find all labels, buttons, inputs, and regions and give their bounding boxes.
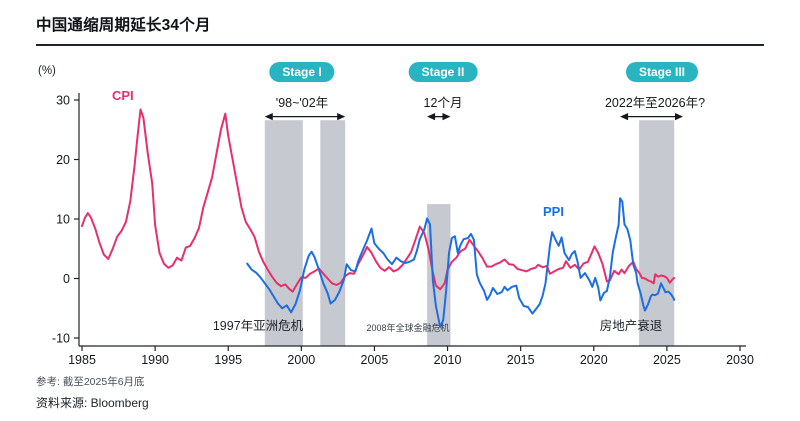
x-tick-label: 1995	[214, 353, 242, 367]
stage2-badge: Stage II	[408, 62, 478, 82]
x-tick-label: 2000	[287, 353, 315, 367]
stage-arrow-head-right	[337, 113, 346, 121]
deflation-band	[320, 120, 346, 346]
ppi-line	[246, 197, 676, 329]
y-tick-label: -10	[52, 332, 70, 346]
footer-reference: 参考: 截至2025年6月底	[36, 376, 145, 388]
stage-arrow-head-left	[264, 113, 273, 121]
stage-arrow-head-left	[427, 113, 436, 121]
cpi-line	[81, 108, 676, 293]
ppi-series-label: PPI	[543, 204, 564, 219]
stage2-range-label: 12个月	[423, 96, 463, 110]
y-axis-unit-label: (%)	[38, 65, 56, 77]
x-tick-label: 2005	[361, 353, 389, 367]
y-tick-label: 10	[56, 213, 70, 227]
y-tick-label: 20	[56, 153, 70, 167]
x-tick-label: 2010	[434, 353, 462, 367]
stage3-range-label: 2022年至2026年?	[604, 96, 706, 110]
x-tick-label: 2015	[507, 353, 535, 367]
deflation-band	[639, 120, 675, 346]
cpi-series-label: CPI	[112, 88, 134, 103]
annotation-property-recession: 房地产衰退	[599, 319, 663, 333]
x-tick-label: 2020	[580, 353, 608, 367]
stage1-badge: Stage I	[269, 62, 335, 82]
x-tick-label: 2030	[726, 353, 754, 367]
stage3-badge: Stage III	[625, 62, 699, 82]
annotation-asian-crisis: 1997年亚洲危机	[212, 319, 304, 333]
annotation-gfc: 2008年全球金融危机	[366, 323, 450, 333]
deflation-band	[264, 120, 303, 346]
x-tick-label: 2025	[653, 353, 681, 367]
stage1-range-label: '98~'02年	[275, 96, 329, 110]
stage-arrow-head-left	[620, 113, 629, 121]
page-title: 中国通缩周期延长34个月	[36, 17, 211, 34]
y-tick-label: 30	[56, 94, 70, 108]
stage-arrow-head-right	[674, 113, 683, 121]
x-tick-label: 1990	[141, 353, 169, 367]
footer-source: 资料来源: Bloomberg	[36, 396, 149, 410]
x-tick-label: 1985	[68, 353, 96, 367]
title-divider	[36, 44, 764, 46]
y-tick-label: 0	[63, 272, 70, 286]
stage-arrow-head-right	[442, 113, 451, 121]
